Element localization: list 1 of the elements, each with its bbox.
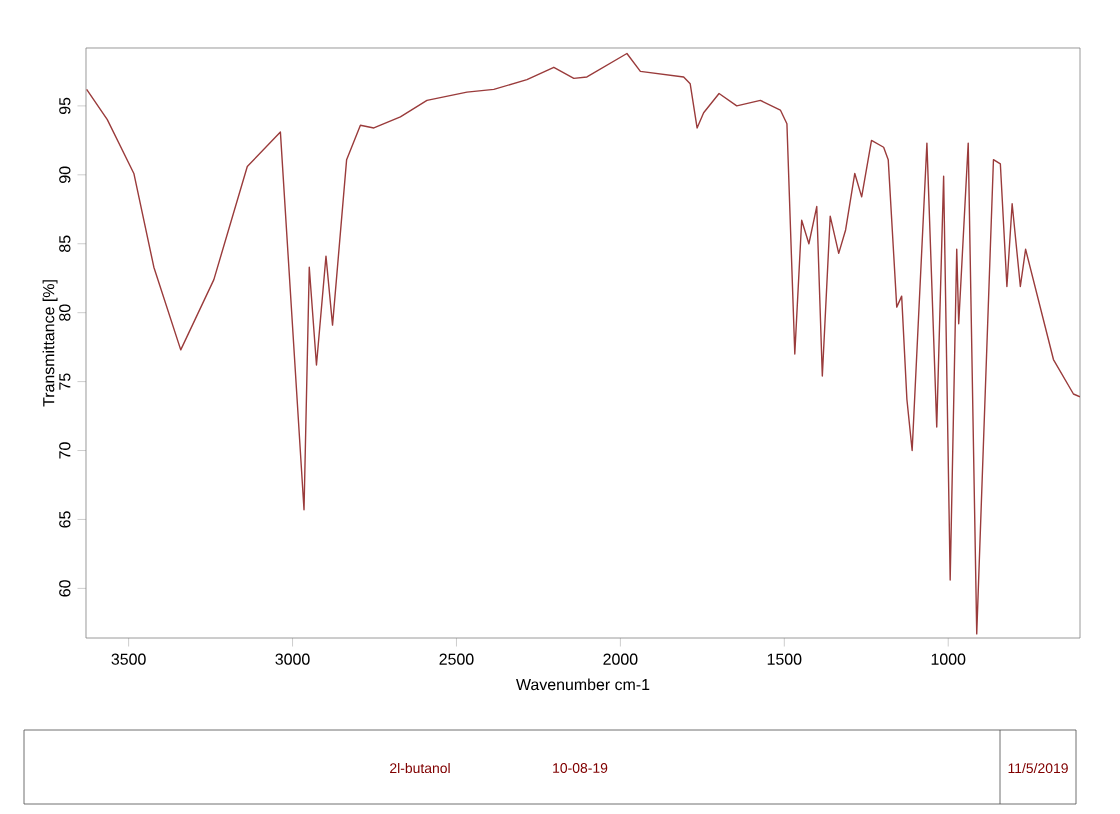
line-series [85, 52, 1081, 635]
